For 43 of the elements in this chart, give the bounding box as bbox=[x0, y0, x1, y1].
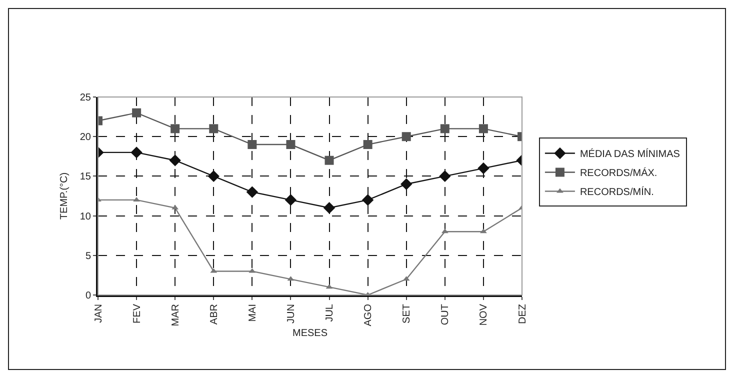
y-tick-label: 10 bbox=[80, 211, 92, 222]
point bbox=[363, 140, 372, 150]
point bbox=[284, 194, 297, 206]
legend-label: RECORDS/MÁX. bbox=[580, 167, 658, 180]
point bbox=[324, 156, 334, 165]
point bbox=[323, 202, 336, 214]
point bbox=[170, 124, 180, 134]
point bbox=[478, 124, 488, 134]
point bbox=[246, 186, 258, 198]
y-tick-label: 25 bbox=[80, 92, 92, 104]
point bbox=[169, 154, 181, 166]
x-tick-label: ABR bbox=[208, 304, 220, 325]
x-tick-label: AGO bbox=[363, 304, 374, 326]
point bbox=[440, 124, 450, 134]
x-tick-label: MAR bbox=[170, 304, 182, 326]
x-tick-label: FEV bbox=[132, 304, 143, 324]
point bbox=[208, 170, 220, 182]
point bbox=[132, 108, 142, 118]
point bbox=[286, 140, 296, 150]
point bbox=[130, 146, 142, 158]
y-tick-label: 15 bbox=[80, 172, 92, 183]
x-tick-label: JAN bbox=[93, 304, 104, 323]
point bbox=[400, 178, 412, 190]
y-tick-label: 20 bbox=[80, 132, 92, 144]
x-tick-label: MAI bbox=[247, 304, 258, 322]
point bbox=[439, 170, 451, 182]
x-tick-label: JUL bbox=[324, 304, 336, 322]
point bbox=[362, 194, 374, 206]
x-axis-title: MESES bbox=[292, 328, 328, 339]
point bbox=[248, 140, 257, 150]
point bbox=[478, 162, 490, 174]
y-axis-title: TEMP.(°C) bbox=[59, 172, 70, 220]
x-tick-label: SET bbox=[402, 304, 413, 324]
legend-label: RECORDS/MÍN. bbox=[580, 186, 654, 198]
x-tick-label: JUN bbox=[286, 304, 297, 324]
y-tick-label: 0 bbox=[85, 290, 92, 302]
legend-label: MÉDIA DAS MÍNIMAS bbox=[580, 148, 680, 160]
y-tick-label: 5 bbox=[85, 250, 92, 262]
x-tick-label: NOV bbox=[478, 304, 490, 326]
point bbox=[209, 124, 218, 134]
x-tick-label: OUT bbox=[440, 304, 452, 326]
x-tick-label: DEZ bbox=[517, 304, 528, 324]
point bbox=[402, 132, 411, 142]
